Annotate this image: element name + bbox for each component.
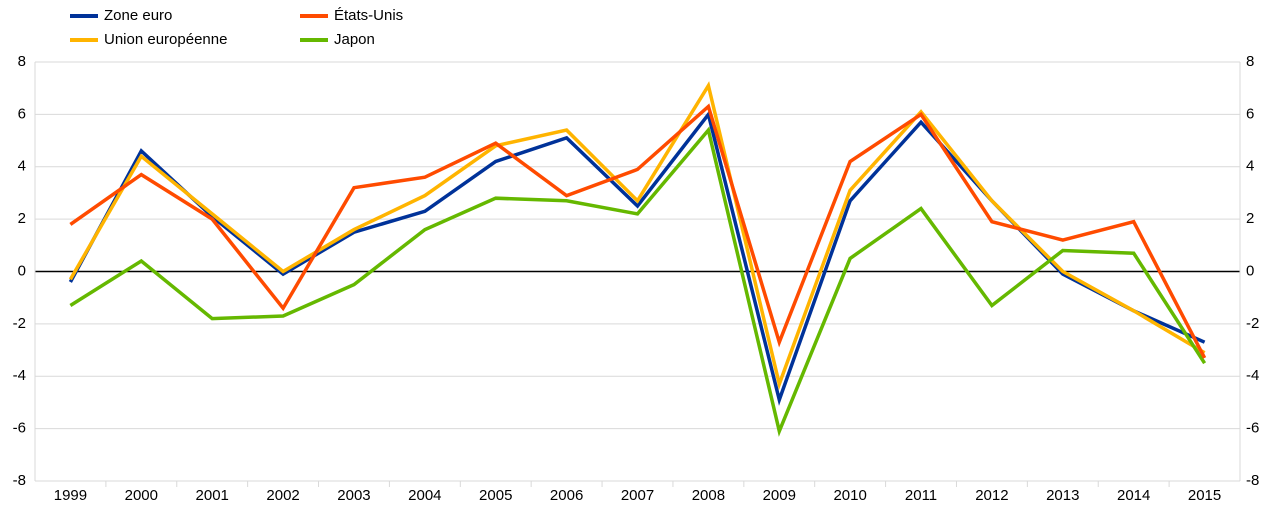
y2-tick-label: 0 xyxy=(1246,262,1254,279)
x-tick-label: 2000 xyxy=(125,487,158,504)
y2-tick-label: 2 xyxy=(1246,210,1254,227)
y2-tick-label: 8 xyxy=(1246,53,1254,70)
x-tick-label: 2011 xyxy=(905,487,937,504)
x-tick-label: 2007 xyxy=(621,487,654,504)
y2-tick-label: -6 xyxy=(1246,420,1259,437)
legend-label: Japon xyxy=(334,31,375,48)
series-line xyxy=(68,81,1206,391)
legend-label: Zone euro xyxy=(104,7,172,24)
legend-label: États-Unis xyxy=(334,7,403,24)
y-tick-label: 2 xyxy=(18,210,26,227)
x-tick-label: 2009 xyxy=(763,487,796,504)
y-tick-label: -2 xyxy=(13,315,26,332)
x-tick-label: 2001 xyxy=(196,487,229,504)
y-tick-label: -6 xyxy=(13,420,26,437)
x-tick-label: 2003 xyxy=(337,487,370,504)
y2-tick-label: -2 xyxy=(1246,315,1259,332)
x-tick-label: 1999 xyxy=(54,487,87,504)
series-line xyxy=(69,103,1207,359)
y-tick-label: 4 xyxy=(18,158,26,175)
y-tick-label: -4 xyxy=(13,367,26,384)
y2-tick-label: 4 xyxy=(1246,158,1254,175)
y-tick-label: -8 xyxy=(13,472,26,489)
y-tick-label: 6 xyxy=(18,105,26,122)
y-tick-label: 0 xyxy=(18,262,26,279)
y2-tick-label: -8 xyxy=(1246,472,1259,489)
y-tick-label: 8 xyxy=(18,53,26,70)
x-tick-label: 2006 xyxy=(550,487,583,504)
x-tick-label: 2008 xyxy=(692,487,725,504)
legend-label: Union européenne xyxy=(104,31,227,48)
x-tick-label: 2010 xyxy=(833,487,866,504)
series-line xyxy=(69,126,1207,437)
x-tick-label: 2005 xyxy=(479,487,512,504)
x-tick-label: 2012 xyxy=(975,487,1008,504)
x-tick-label: 2015 xyxy=(1188,487,1221,504)
x-tick-label: 2004 xyxy=(408,487,441,504)
x-tick-label: 2014 xyxy=(1117,487,1150,504)
x-tick-label: 2002 xyxy=(266,487,299,504)
x-tick-label: 2013 xyxy=(1046,487,1079,504)
y2-tick-label: -4 xyxy=(1246,367,1259,384)
y2-tick-label: 6 xyxy=(1246,105,1254,122)
